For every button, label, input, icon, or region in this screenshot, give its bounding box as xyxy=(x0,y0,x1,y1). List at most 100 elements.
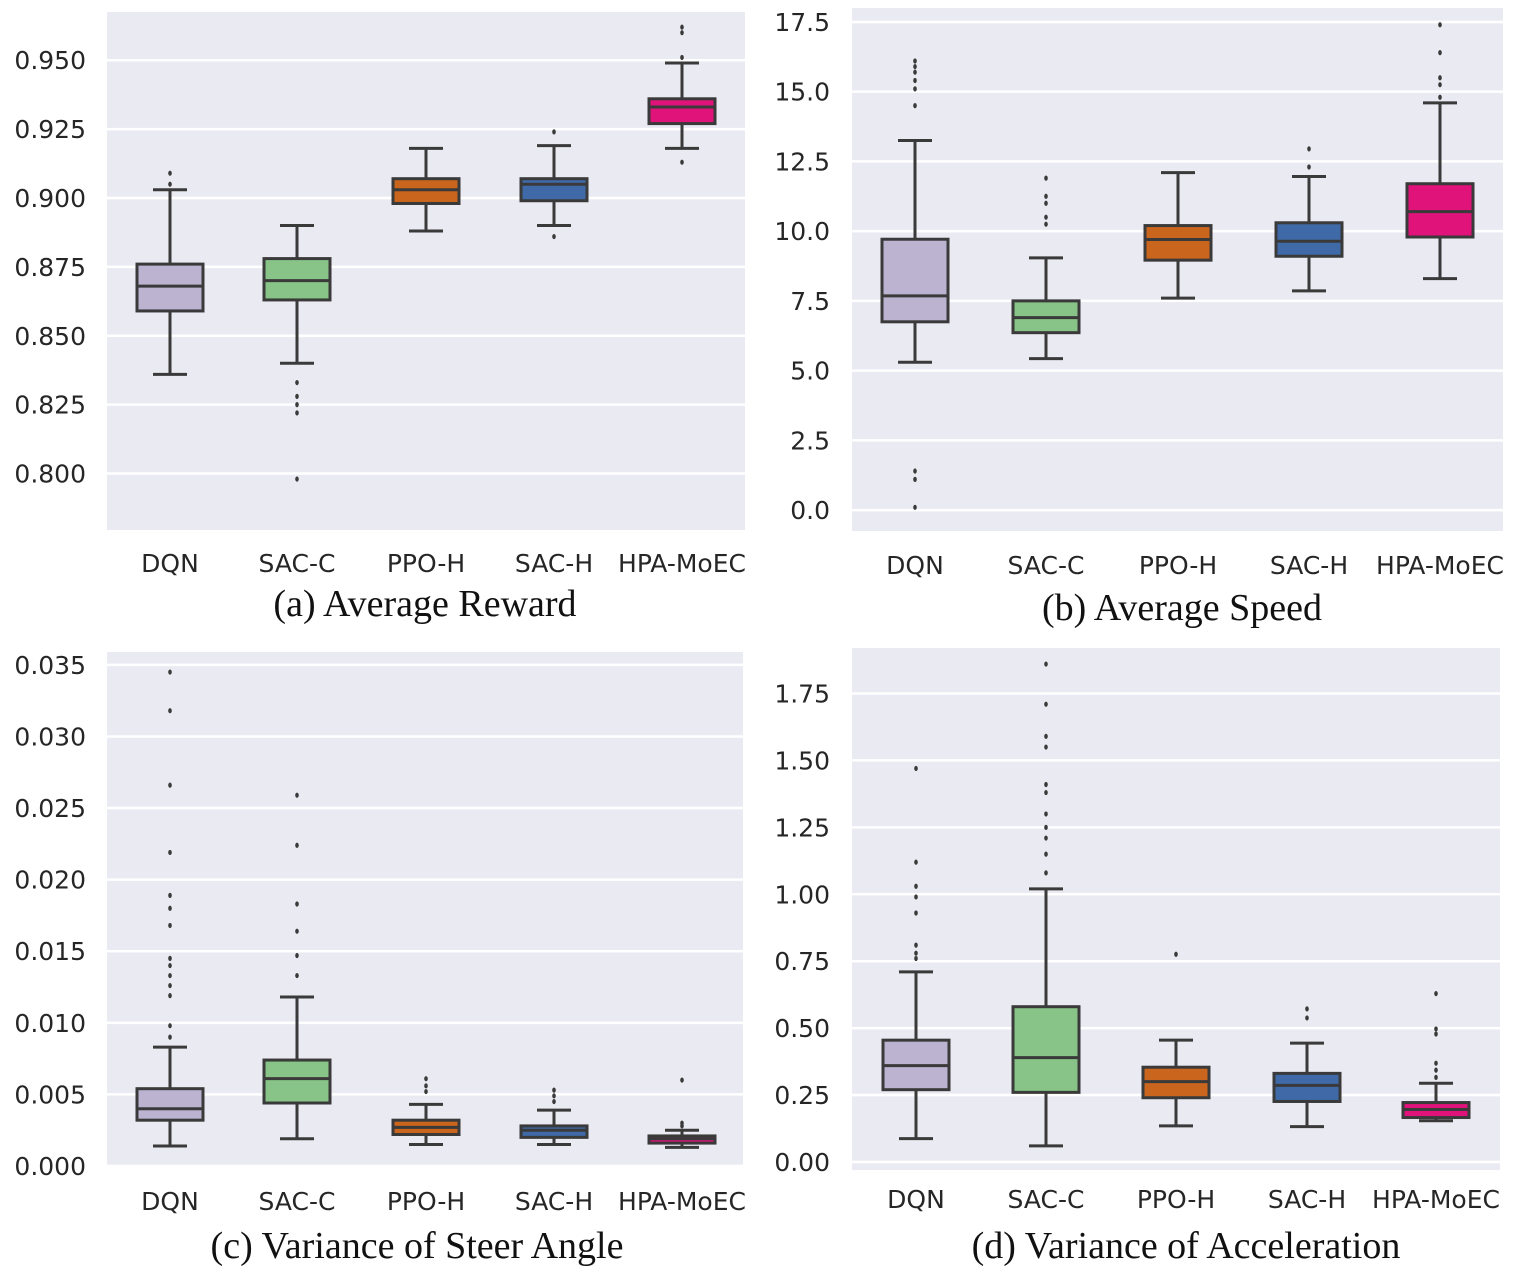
y-tick-label: 17.5 xyxy=(774,8,830,37)
outlier-point xyxy=(168,669,172,675)
box-hpa-moec xyxy=(647,24,717,165)
outlier-point xyxy=(680,24,684,30)
outlier-point xyxy=(1044,661,1048,667)
outlier-point xyxy=(1044,193,1048,199)
y-tick-label: 0.800 xyxy=(14,460,86,489)
outlier-point xyxy=(295,410,299,416)
box-sac-h xyxy=(1272,1006,1342,1129)
outlier-point xyxy=(168,905,172,911)
outlier-point xyxy=(1044,175,1048,181)
iqr-box xyxy=(135,1087,205,1122)
outlier-point xyxy=(1044,870,1048,876)
x-tick-label: SAC-H xyxy=(515,549,593,578)
outlier-point xyxy=(1044,214,1048,220)
box-sac-h xyxy=(519,129,589,240)
y-tick-label: 0.875 xyxy=(14,253,86,282)
iqr-box xyxy=(1272,1071,1342,1103)
outlier-point xyxy=(295,792,299,798)
caption-variance-steer-angle: (c) Variance of Steer Angle xyxy=(210,1225,624,1267)
outlier-point xyxy=(914,950,918,956)
outlier-point xyxy=(1438,82,1442,88)
x-tick-label: SAC-C xyxy=(259,549,336,578)
box-ppo-h xyxy=(1141,951,1211,1128)
outlier-point xyxy=(914,910,918,916)
outlier-point xyxy=(913,69,917,75)
iqr-box xyxy=(1011,1005,1081,1094)
box-sac-c xyxy=(262,224,332,482)
y-tick-label: 2.5 xyxy=(790,426,830,455)
outlier-point xyxy=(1174,951,1178,957)
outlier-point xyxy=(913,476,917,482)
outlier-point xyxy=(680,1123,684,1129)
box-hpa-moec xyxy=(1401,990,1471,1123)
outlier-point xyxy=(1044,789,1048,796)
outlier-point xyxy=(680,30,684,36)
outlier-point xyxy=(1305,1006,1309,1012)
y-tick-label: 0.825 xyxy=(14,391,86,420)
outlier-point xyxy=(914,894,918,900)
y-tick-label: 0.030 xyxy=(14,722,86,751)
iqr-box xyxy=(1274,221,1344,258)
box-hpa-moec xyxy=(1405,22,1475,281)
outlier-point xyxy=(168,955,172,961)
y-tick-label: 0.950 xyxy=(14,46,86,75)
outlier-point xyxy=(1434,1026,1438,1032)
y-tick-label: 0.25 xyxy=(774,1081,830,1110)
outlier-point xyxy=(295,972,299,979)
x-tick-label: PPO-H xyxy=(1139,551,1217,580)
outlier-point xyxy=(913,504,917,510)
box-dqn xyxy=(135,669,205,1148)
outlier-point xyxy=(1438,75,1442,81)
x-tick-label: HPA-MoEC xyxy=(1376,551,1504,580)
outlier-point xyxy=(424,1076,428,1082)
x-tick-label: PPO-H xyxy=(1137,1185,1215,1214)
iqr-box xyxy=(880,237,950,324)
outlier-point xyxy=(1438,94,1442,100)
outlier-point xyxy=(295,476,299,482)
outlier-point xyxy=(295,952,299,959)
y-tick-label: 0.0 xyxy=(790,496,830,525)
outlier-point xyxy=(680,159,684,165)
y-tick-label: 0.50 xyxy=(774,1014,830,1043)
outlier-point xyxy=(552,1087,556,1093)
outlier-point xyxy=(295,402,299,408)
outlier-point xyxy=(295,379,299,386)
y-tick-label: 0.75 xyxy=(774,947,830,976)
outlier-point xyxy=(168,972,172,979)
x-tick-label: PPO-H xyxy=(387,549,465,578)
y-tick-label: 0.020 xyxy=(14,866,86,895)
x-tick-label: DQN xyxy=(886,551,944,580)
iqr-box xyxy=(262,1058,332,1105)
outlier-point xyxy=(914,859,918,865)
outlier-point xyxy=(552,1098,556,1105)
outlier-point xyxy=(552,233,556,240)
x-tick-label: SAC-H xyxy=(1270,551,1348,580)
outlier-point xyxy=(1434,990,1438,997)
outlier-point xyxy=(680,1077,684,1083)
plot-area xyxy=(107,12,745,530)
outlier-point xyxy=(913,77,917,84)
outlier-point xyxy=(1044,221,1048,227)
outlier-point xyxy=(1044,200,1048,206)
outlier-point xyxy=(168,993,172,999)
y-tick-label: 0.005 xyxy=(14,1080,86,1109)
iqr-box xyxy=(1143,224,1213,262)
x-tick-label: SAC-H xyxy=(515,1187,593,1216)
y-tick-label: 0.850 xyxy=(14,322,86,351)
iqr-box xyxy=(647,97,717,126)
box-sac-h xyxy=(1274,146,1344,293)
y-tick-label: 5.0 xyxy=(790,357,830,386)
outlier-point xyxy=(1044,701,1048,707)
outlier-point xyxy=(1044,851,1048,857)
y-tick-label: 0.000 xyxy=(14,1152,86,1181)
outlier-point xyxy=(295,842,299,848)
box-ppo-h xyxy=(391,146,461,233)
outlier-point xyxy=(295,928,299,934)
outlier-point xyxy=(168,849,172,856)
outlier-point xyxy=(1438,22,1442,28)
x-tick-label: SAC-C xyxy=(259,1187,336,1216)
y-tick-label: 0.035 xyxy=(14,651,86,680)
caption-average-reward: (a) Average Reward xyxy=(273,583,577,625)
x-tick-label: SAC-C xyxy=(1008,1185,1085,1214)
